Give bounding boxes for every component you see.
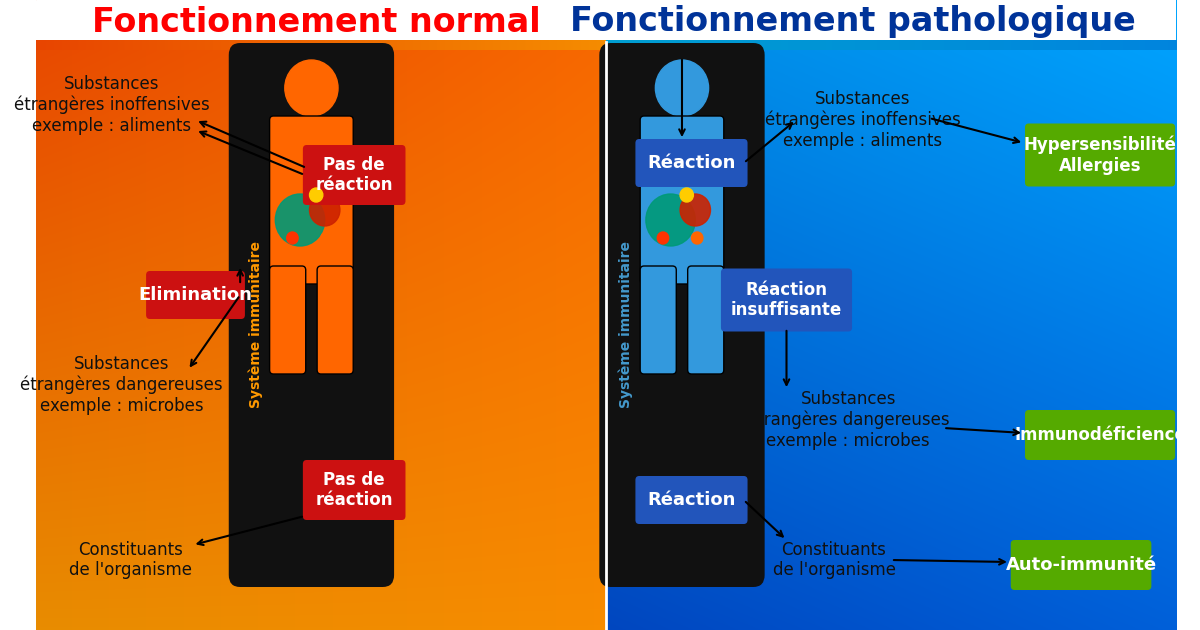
Circle shape — [310, 194, 340, 226]
Text: Réaction: Réaction — [647, 154, 736, 172]
Circle shape — [310, 188, 323, 202]
FancyBboxPatch shape — [317, 266, 353, 374]
Text: #ff9900: #ff9900 — [252, 319, 257, 320]
FancyBboxPatch shape — [721, 268, 852, 331]
Text: Système immunitaire: Système immunitaire — [248, 241, 263, 408]
FancyBboxPatch shape — [599, 43, 764, 587]
Text: Substances
étrangères dangereuses
exemple : microbes: Substances étrangères dangereuses exempl… — [20, 355, 223, 415]
Circle shape — [658, 232, 668, 244]
FancyBboxPatch shape — [302, 145, 406, 205]
Text: Réaction: Réaction — [647, 491, 736, 509]
Text: Hypersensibilité
Allergies: Hypersensibilité Allergies — [1024, 135, 1176, 175]
Text: Pas de
réaction: Pas de réaction — [316, 156, 392, 195]
Circle shape — [680, 194, 710, 226]
FancyBboxPatch shape — [640, 266, 677, 374]
FancyBboxPatch shape — [146, 271, 245, 319]
Text: Constituants
de l'organisme: Constituants de l'organisme — [70, 541, 192, 580]
FancyBboxPatch shape — [229, 43, 394, 587]
FancyBboxPatch shape — [1025, 123, 1175, 186]
Circle shape — [287, 232, 298, 244]
Circle shape — [284, 60, 338, 116]
FancyBboxPatch shape — [302, 460, 406, 520]
Text: Pas de
réaction: Pas de réaction — [316, 471, 392, 510]
Text: Immunodéficience: Immunodéficience — [1014, 426, 1186, 444]
Text: Réaction
insuffisante: Réaction insuffisante — [731, 280, 842, 319]
Text: Elimination: Elimination — [138, 286, 252, 304]
FancyBboxPatch shape — [636, 139, 748, 187]
FancyBboxPatch shape — [1010, 540, 1151, 590]
Circle shape — [680, 188, 694, 202]
FancyBboxPatch shape — [1025, 410, 1175, 460]
Text: Système immunitaire: Système immunitaire — [619, 241, 634, 408]
Text: Fonctionnement normal: Fonctionnement normal — [92, 6, 540, 38]
Circle shape — [655, 60, 708, 116]
Circle shape — [320, 232, 332, 244]
Text: Fonctionnement pathologique: Fonctionnement pathologique — [570, 6, 1136, 38]
FancyBboxPatch shape — [640, 116, 724, 284]
Text: Substances
étrangères dangereuses
exemple : microbes: Substances étrangères dangereuses exempl… — [746, 390, 949, 450]
FancyBboxPatch shape — [270, 266, 306, 374]
FancyBboxPatch shape — [688, 266, 724, 374]
Text: Constituants
de l'organisme: Constituants de l'organisme — [773, 541, 895, 580]
FancyBboxPatch shape — [270, 116, 353, 284]
Circle shape — [691, 232, 703, 244]
FancyBboxPatch shape — [636, 476, 748, 524]
Bar — [36, 0, 1176, 40]
Circle shape — [275, 194, 325, 246]
Text: Substances
étrangères inoffensives
exemple : aliments: Substances étrangères inoffensives exemp… — [764, 90, 960, 150]
Text: Substances
étrangères inoffensives
exemple : aliments: Substances étrangères inoffensives exemp… — [14, 75, 210, 135]
Text: Auto-immunité: Auto-immunité — [1006, 556, 1157, 574]
Circle shape — [646, 194, 695, 246]
